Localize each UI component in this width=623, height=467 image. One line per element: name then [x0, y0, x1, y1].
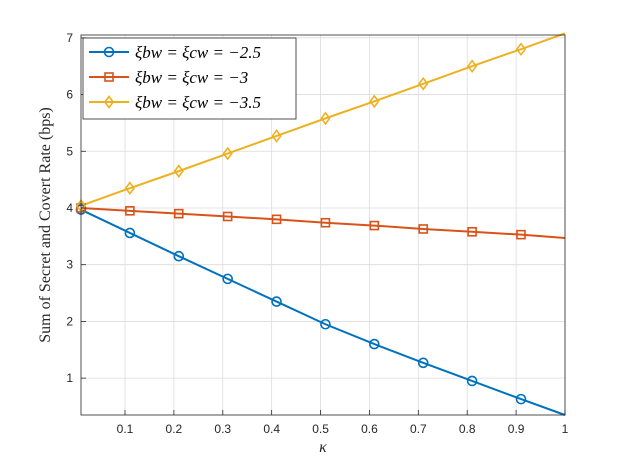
- data-point-series-2: [173, 208, 184, 219]
- y-tick-label: 6: [66, 88, 73, 102]
- data-point-series-1: [124, 227, 136, 239]
- axes-box: [80, 34, 566, 416]
- data-point-series-1: [466, 375, 478, 387]
- data-point-series-2: [369, 220, 380, 231]
- y-tick-label: 2: [66, 314, 73, 328]
- legend-label-1: ξbw = ξcw = −2.5: [135, 43, 261, 62]
- x-tick-label: 0.6: [361, 422, 378, 436]
- data-point-series-2: [271, 214, 282, 225]
- series-lines: [80, 32, 566, 416]
- data-point-series-3: [173, 164, 184, 178]
- x-tick-label: 0.5: [312, 422, 329, 436]
- data-point-series-3: [466, 59, 478, 74]
- legend-label-3: ξbw = ξcw = −3.5: [135, 93, 261, 112]
- data-point-series-3: [222, 146, 233, 161]
- legend-marker-2: [104, 72, 114, 82]
- data-point-series-3: [515, 42, 527, 57]
- data-point-series-1: [222, 273, 233, 285]
- x-tick-label: 0.1: [117, 422, 134, 436]
- axis-ticks: 0.1 0.2 0.3 0.4 0.5 0.6 0.7 0.8 0.9 1 1 2 3 4 5 6 7: [66, 31, 568, 436]
- y-tick-label: 5: [66, 144, 73, 158]
- data-point-series-1: [271, 296, 282, 307]
- x-tick-label: 0.3: [214, 422, 231, 436]
- legend-marker-1: [103, 46, 115, 58]
- x-tick-label: 0.7: [410, 422, 427, 436]
- series-line-3: [80, 32, 566, 207]
- data-point-series-2: [516, 229, 526, 240]
- data-point-series-2: [320, 217, 331, 228]
- y-axis-label: Sum of Secret and Covert Rate (bps): [37, 107, 54, 343]
- data-point-series-3: [418, 76, 429, 91]
- x-tick-label: 0.2: [166, 422, 183, 436]
- x-axis-label: κ: [319, 439, 327, 456]
- y-tick-label: 3: [66, 258, 73, 272]
- data-point-series-1: [369, 338, 380, 350]
- data-point-series-1: [320, 318, 331, 330]
- data-point-series-3: [320, 111, 331, 126]
- data-point-series-3: [369, 94, 380, 109]
- data-point-series-1: [417, 357, 429, 369]
- data-point-series-3: [271, 129, 282, 143]
- y-tick-label: 1: [66, 371, 73, 385]
- data-point-series-1: [173, 250, 185, 262]
- data-point-series-2: [125, 206, 135, 216]
- legend-marker-3: [103, 95, 115, 109]
- series-line-1: [80, 208, 566, 416]
- x-tick-label: 1: [562, 422, 569, 436]
- legend-label-2: ξbw = ξcw = −3: [135, 68, 248, 87]
- data-point-series-2: [222, 211, 233, 222]
- x-tick-label: 0.4: [263, 422, 280, 436]
- y-tick-label: 4: [66, 201, 73, 215]
- series-markers: [75, 42, 527, 405]
- x-tick-label: 0.9: [508, 422, 525, 436]
- series-line-2: [80, 206, 566, 240]
- y-tick-label: 7: [66, 31, 73, 45]
- x-tick-label: 0.8: [459, 422, 476, 436]
- legend: ξbw = ξcw = −2.5 ξbw = ξcw = −3 ξbw = ξcw …: [82, 37, 297, 120]
- data-point-series-2: [418, 224, 429, 234]
- data-point-series-2: [467, 227, 477, 237]
- data-point-series-3: [124, 181, 136, 195]
- data-point-series-1: [515, 393, 527, 405]
